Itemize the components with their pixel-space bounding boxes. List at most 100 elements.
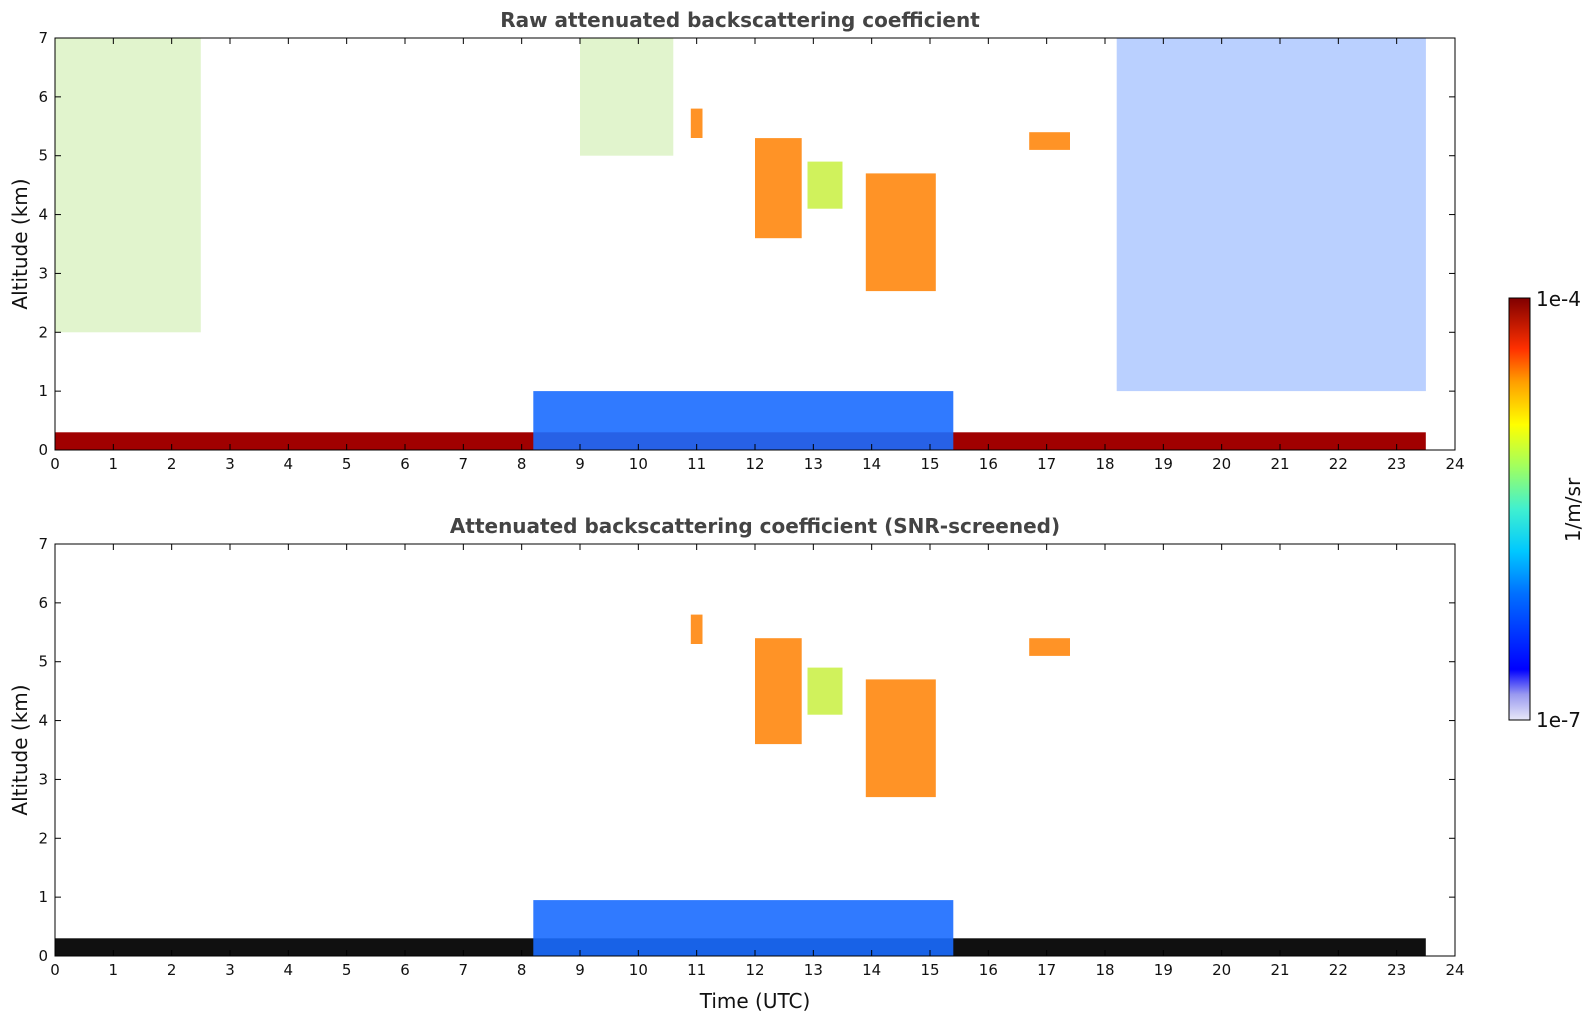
colorbar-unit-label: 1/m/sr [1561, 477, 1585, 542]
x-tick-label: 23 [1387, 961, 1406, 979]
y-tick-label: 7 [38, 535, 48, 553]
x-tick-label: 21 [1270, 961, 1289, 979]
colorbar: 1e-4 1e-7 1/m/sr [1508, 287, 1585, 732]
y-tick-label: 0 [38, 441, 48, 459]
y-tick-label: 7 [38, 29, 48, 47]
heatmap-feature-cloud [807, 161, 843, 209]
x-tick-label: 4 [284, 961, 294, 979]
y-tick-label: 2 [38, 323, 48, 341]
x-tick-label: 6 [400, 455, 410, 473]
x-tick-label: 22 [1329, 455, 1348, 473]
heatmap-feature-cloud [690, 108, 703, 138]
heatmap-feature-noise-region [580, 38, 674, 156]
y-tick-label: 4 [38, 712, 48, 730]
x-tick-label: 9 [575, 455, 585, 473]
bottom-panel-title: Attenuated backscattering coefficient (S… [450, 514, 1060, 538]
x-tick-label: 10 [629, 455, 648, 473]
x-tick-label: 5 [342, 455, 352, 473]
bottom-panel-x-axis: 0 1 2 3 4 5 6 7 8 9 10 11 12 13 14 15 16 17 18 19 20 21 22 23 24 [50, 544, 1465, 979]
heatmap-feature-cloud [755, 138, 802, 239]
x-tick-label: 17 [1037, 455, 1056, 473]
y-tick-label: 6 [38, 88, 48, 106]
y-tick-label: 4 [38, 206, 48, 224]
x-tick-label: 20 [1212, 455, 1231, 473]
heatmap-feature-noise-region [55, 38, 201, 333]
x-tick-label: 7 [459, 961, 469, 979]
colorbar-max-label: 1e-4 [1536, 287, 1581, 311]
x-tick-label: 19 [1154, 961, 1173, 979]
x-tick-label: 1 [109, 455, 119, 473]
bottom-panel-heatmap [55, 614, 1426, 956]
x-tick-label: 7 [459, 455, 469, 473]
y-tick-label: 1 [38, 382, 48, 400]
x-tick-label: 12 [745, 961, 764, 979]
x-tick-label: 24 [1445, 455, 1464, 473]
x-tick-label: 14 [862, 961, 881, 979]
x-tick-label: 1 [109, 961, 119, 979]
heatmap-feature-cloud [865, 173, 936, 292]
bottom-panel-frame [54, 543, 1456, 957]
x-tick-label: 23 [1387, 455, 1406, 473]
x-tick-label: 8 [517, 961, 527, 979]
y-tick-label: 3 [38, 770, 48, 788]
top-panel-heatmap [55, 38, 1426, 450]
colorbar-gradient [1508, 297, 1531, 721]
x-tick-label: 6 [400, 961, 410, 979]
x-tick-label: 24 [1445, 961, 1464, 979]
x-tick-label: 10 [629, 961, 648, 979]
bottom-panel: Attenuated backscattering coefficient (S… [8, 514, 1465, 1013]
y-tick-label: 0 [38, 947, 48, 965]
heatmap-feature-cloud [1029, 132, 1070, 150]
top-panel-y-label: Altitude (km) [8, 178, 32, 309]
heatmap-feature-cloud [755, 638, 802, 745]
y-tick-label: 3 [38, 264, 48, 282]
x-tick-label: 2 [167, 455, 177, 473]
top-panel: Raw attenuated backscattering coefficien… [8, 8, 1465, 473]
y-tick-label: 5 [38, 653, 48, 671]
y-tick-label: 1 [38, 888, 48, 906]
x-tick-label: 17 [1037, 961, 1056, 979]
x-tick-label: 0 [50, 455, 60, 473]
x-tick-label: 19 [1154, 455, 1173, 473]
x-tick-label: 16 [979, 455, 998, 473]
heatmap-feature-cloud [690, 614, 703, 644]
x-tick-label: 3 [225, 455, 235, 473]
heatmap-feature-cloud [865, 679, 936, 798]
x-tick-label: 12 [745, 455, 764, 473]
x-tick-label: 2 [167, 961, 177, 979]
x-tick-label: 3 [225, 961, 235, 979]
x-tick-label: 8 [517, 455, 527, 473]
x-tick-label: 22 [1329, 961, 1348, 979]
x-tick-label: 14 [862, 455, 881, 473]
heatmap-feature-cloud [807, 667, 843, 715]
x-tick-label: 20 [1212, 961, 1231, 979]
x-tick-label: 15 [920, 961, 939, 979]
y-tick-label: 2 [38, 829, 48, 847]
x-tick-label: 11 [687, 961, 706, 979]
y-tick-label: 6 [38, 594, 48, 612]
x-tick-label: 13 [804, 455, 823, 473]
colorbar-min-label: 1e-7 [1536, 708, 1581, 732]
x-tick-label: 15 [920, 455, 939, 473]
x-tick-label: 16 [979, 961, 998, 979]
top-panel-x-axis: 0 1 2 3 4 5 6 7 8 9 10 11 12 13 14 15 16 17 18 19 20 21 22 23 24 [50, 38, 1465, 473]
x-tick-label: 18 [1095, 455, 1114, 473]
heatmap-feature-cloud [1029, 638, 1070, 656]
bottom-panel-x-label: Time (UTC) [699, 989, 811, 1013]
top-panel-y-axis: 0 1 2 3 4 5 6 7 [38, 29, 1455, 459]
x-tick-label: 11 [687, 455, 706, 473]
x-tick-label: 0 [50, 961, 60, 979]
top-panel-title: Raw attenuated backscattering coefficien… [500, 8, 980, 32]
heatmap-feature-boundary-layer [533, 391, 954, 450]
bottom-panel-y-label: Altitude (km) [8, 684, 32, 815]
y-tick-label: 5 [38, 147, 48, 165]
x-tick-label: 18 [1095, 961, 1114, 979]
x-tick-label: 4 [284, 455, 294, 473]
heatmap-feature-boundary-layer [533, 900, 954, 956]
x-tick-label: 5 [342, 961, 352, 979]
heatmap-feature-noise-region [1116, 38, 1426, 392]
x-tick-label: 21 [1270, 455, 1289, 473]
x-tick-label: 9 [575, 961, 585, 979]
x-tick-label: 13 [804, 961, 823, 979]
